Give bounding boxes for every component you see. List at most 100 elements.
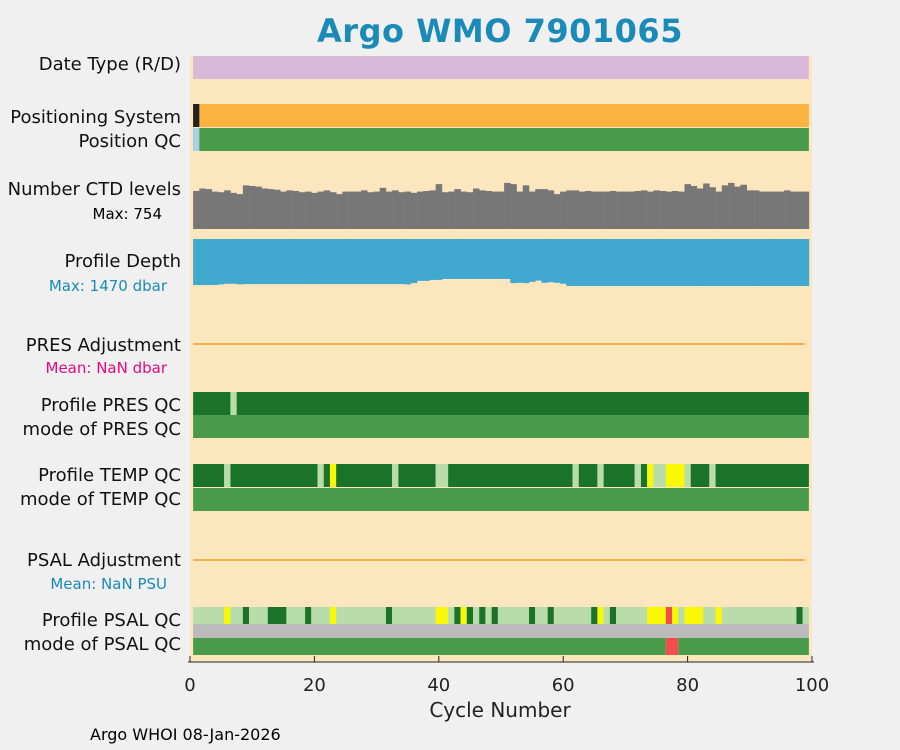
psal_qc-bar bbox=[703, 607, 716, 624]
profile-depth-bar bbox=[236, 239, 244, 285]
psal_qc-bar bbox=[311, 607, 330, 624]
temp_qc-bar bbox=[329, 464, 337, 487]
footer-credit: Argo WHOI 08-Jan-2026 bbox=[90, 725, 281, 744]
ctd-level-bar bbox=[217, 192, 225, 229]
profile-depth-bar bbox=[659, 239, 667, 286]
profile-depth-bar bbox=[622, 239, 629, 286]
x-tick-label: 80 bbox=[676, 675, 699, 696]
profile-depth-bar bbox=[441, 239, 449, 279]
profile-depth-bar bbox=[398, 239, 405, 285]
psal_qc-bar bbox=[678, 607, 685, 624]
psal_qc-bar bbox=[603, 607, 610, 624]
position-qc-bar bbox=[193, 128, 809, 151]
psal_qc-bar bbox=[249, 607, 268, 624]
figure-title: Argo WMO 7901065 bbox=[317, 12, 683, 50]
profile-depth-bar bbox=[298, 239, 306, 285]
profile-depth-bar bbox=[690, 239, 698, 286]
ctd-level-bar bbox=[236, 194, 244, 229]
profile-depth-bar bbox=[765, 239, 772, 286]
profile-depth-bar bbox=[516, 239, 524, 283]
ctd-level-bar bbox=[211, 191, 219, 229]
position-qc-first-bar bbox=[193, 128, 200, 151]
ctd-level-bar bbox=[205, 189, 213, 229]
row-label-ctd: Number CTD levels bbox=[8, 179, 181, 200]
profile-depth-bar bbox=[522, 239, 530, 284]
ctd-level-bar bbox=[323, 190, 331, 229]
psal_qc-bar bbox=[491, 607, 498, 624]
ctd-level-bar bbox=[528, 191, 536, 229]
ctd-level-bar bbox=[261, 188, 269, 229]
temp_qc-bar bbox=[709, 464, 716, 487]
ctd-level-bar bbox=[759, 191, 766, 229]
profile-depth-bar bbox=[553, 239, 561, 283]
ctd-level-bar bbox=[578, 191, 586, 229]
profile-depth-bar bbox=[597, 239, 604, 286]
psal_qc-bar bbox=[802, 607, 809, 624]
x-tick-label: 20 bbox=[303, 675, 326, 696]
ctd-level-bar bbox=[255, 186, 262, 229]
profile-depth-bar bbox=[528, 239, 536, 282]
temp_qc-bar bbox=[323, 464, 330, 487]
profile-depth-bar bbox=[721, 239, 729, 286]
ctd-level-bar bbox=[584, 190, 592, 229]
ctd-level-bar bbox=[715, 191, 723, 229]
ctd-level-bar bbox=[392, 190, 399, 229]
ctd-level-bar bbox=[479, 190, 486, 229]
profile-depth-bar bbox=[292, 239, 300, 285]
profile-depth-bar bbox=[361, 239, 368, 285]
psal_qc-bar bbox=[224, 607, 231, 624]
profile-depth-bar bbox=[423, 239, 430, 281]
psal_qc-bar bbox=[684, 607, 704, 624]
profile-depth-bar bbox=[740, 239, 747, 286]
ctd-level-bar bbox=[429, 190, 436, 229]
row-label-psal-qc: Profile PSAL QC bbox=[42, 610, 181, 631]
profile-depth-bar bbox=[230, 239, 237, 284]
profile-depth-bar bbox=[497, 239, 505, 279]
ctd-level-bar bbox=[603, 191, 611, 229]
psal_qc-bar bbox=[286, 607, 306, 624]
ctd-level-bar bbox=[628, 191, 636, 229]
ctd-level-bar bbox=[591, 191, 598, 229]
ctd-level-bar bbox=[348, 191, 356, 229]
profile-depth-bar bbox=[249, 239, 256, 285]
ctd-level-bar bbox=[672, 190, 679, 229]
profile-depth-bar bbox=[591, 239, 598, 286]
profile-depth-bar bbox=[193, 239, 200, 286]
profile-depth-bar bbox=[796, 239, 803, 286]
ctd-level-bar bbox=[385, 191, 393, 229]
psal_qc-bar bbox=[547, 607, 554, 624]
ctd-level-bar bbox=[398, 192, 405, 229]
temp_qc-bar bbox=[230, 464, 318, 487]
ctd-level-bar bbox=[709, 187, 716, 229]
profile-depth-bar bbox=[790, 239, 797, 286]
temp_qc-bar bbox=[193, 464, 225, 487]
ctd-level-bar bbox=[802, 191, 810, 229]
psal_qc-bar bbox=[721, 607, 797, 624]
temp_qc-bar bbox=[715, 464, 809, 487]
row-label-pres-adj: PRES Adjustment bbox=[26, 335, 181, 356]
ctd-level-bar bbox=[616, 191, 623, 229]
temp_qc-bar bbox=[647, 464, 654, 487]
ctd-level-bar bbox=[572, 190, 580, 229]
ctd-level-bar bbox=[796, 191, 803, 229]
ctd-level-bar bbox=[267, 189, 275, 229]
profile-depth-bar bbox=[634, 239, 642, 286]
x-tick-label: 40 bbox=[427, 675, 450, 696]
psal-mode-bar bbox=[678, 638, 809, 655]
x-axis-label: Cycle Number bbox=[429, 698, 571, 722]
row-sublabel-pres-adj: Mean: NaN dbar bbox=[46, 359, 168, 377]
profile-depth-bar bbox=[715, 239, 723, 286]
row-label-positioning: Positioning System bbox=[10, 107, 181, 128]
ctd-level-bar bbox=[379, 187, 387, 229]
profile-depth-bar bbox=[566, 239, 573, 286]
row-label-pres-mode: mode of PRES QC bbox=[23, 419, 181, 440]
psal_qc-bar bbox=[230, 607, 243, 624]
profile-depth-bar bbox=[584, 239, 592, 286]
psal_qc-bar bbox=[553, 607, 592, 624]
psal_qc-bar bbox=[485, 607, 492, 624]
profile-depth-bar bbox=[510, 239, 517, 284]
ctd-level-bar bbox=[448, 191, 455, 229]
ctd-level-bar bbox=[273, 189, 281, 229]
profile-depth-bar bbox=[734, 239, 741, 286]
